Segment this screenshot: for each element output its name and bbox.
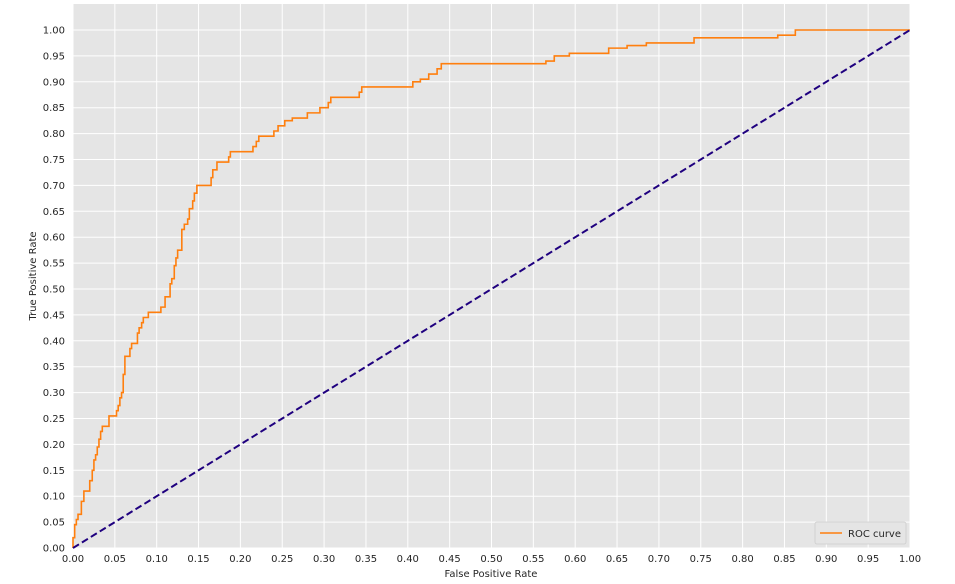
- x-tick-label: 0.95: [857, 554, 879, 565]
- x-tick-label: 0.80: [731, 554, 753, 565]
- y-tick-label: 0.65: [43, 207, 65, 218]
- grid: [72, 4, 911, 549]
- x-tick-label: 0.15: [187, 554, 209, 565]
- y-tick-label: 0.95: [43, 51, 65, 62]
- y-tick-label: 0.75: [43, 155, 65, 166]
- series-layer: [72, 29, 911, 549]
- x-tick-label: 0.55: [522, 554, 544, 565]
- x-axis-label: False Positive Rate: [445, 569, 538, 580]
- x-tick-label: 0.35: [355, 554, 377, 565]
- x-tick-label: 0.30: [313, 554, 335, 565]
- x-tick-label: 0.70: [648, 554, 670, 565]
- legend-box: [814, 521, 907, 545]
- x-tick-label: 0.60: [564, 554, 586, 565]
- y-tick-label: 0.35: [43, 362, 65, 373]
- x-tick-label: 0.50: [480, 554, 502, 565]
- y-axis-label: True Positive Rate: [28, 231, 39, 321]
- legend: ROC curve: [814, 521, 907, 545]
- y-tick-label: 1.00: [43, 26, 65, 37]
- x-tick-label: 0.05: [104, 554, 126, 565]
- x-tick-label: 0.25: [271, 554, 293, 565]
- y-tick-label: 0.30: [43, 388, 65, 399]
- x-tick-label: 0.00: [62, 554, 84, 565]
- y-tick-label: 0.80: [43, 129, 65, 140]
- y-tick-label: 0.70: [43, 181, 65, 192]
- y-tick-label: 0.60: [43, 233, 65, 244]
- x-tick-label: 1.00: [899, 554, 921, 565]
- x-tick-label: 0.75: [690, 554, 712, 565]
- y-tick-label: 0.15: [43, 466, 65, 477]
- chance-diagonal-line: [72, 29, 911, 549]
- x-tick-label: 0.45: [439, 554, 461, 565]
- y-tick-label: 0.25: [43, 414, 65, 425]
- x-tick-label: 0.20: [229, 554, 251, 565]
- y-tick-label: 0.05: [43, 518, 65, 529]
- x-tick-label: 0.40: [397, 554, 419, 565]
- y-tick-label: 0.45: [43, 310, 65, 321]
- y-tick-label: 0.10: [43, 492, 65, 503]
- y-tick-label: 0.40: [43, 336, 65, 347]
- y-tick-label: 0.20: [43, 440, 65, 451]
- y-tick-label: 0.50: [43, 285, 65, 296]
- x-tick-label: 0.10: [146, 554, 168, 565]
- x-tick-labels: 0.00 0.05 0.10 0.15 0.20 0.25 0.30 0.35 0.40 0.45…: [62, 554, 921, 565]
- x-tick-label: 0.90: [815, 554, 837, 565]
- y-tick-label: 0.90: [43, 77, 65, 88]
- y-tick-label: 0.00: [43, 544, 65, 555]
- x-tick-label: 0.85: [773, 554, 795, 565]
- roc-curve-line: [72, 29, 910, 548]
- y-tick-labels: 0.00 0.05 0.10 0.15 0.20 0.25 0.30 0.35 0.40 0.45…: [43, 26, 65, 555]
- y-tick-label: 0.85: [43, 103, 65, 114]
- x-tick-label: 0.65: [606, 554, 628, 565]
- y-tick-label: 0.55: [43, 259, 65, 270]
- legend-label-roc: ROC curve: [848, 529, 901, 540]
